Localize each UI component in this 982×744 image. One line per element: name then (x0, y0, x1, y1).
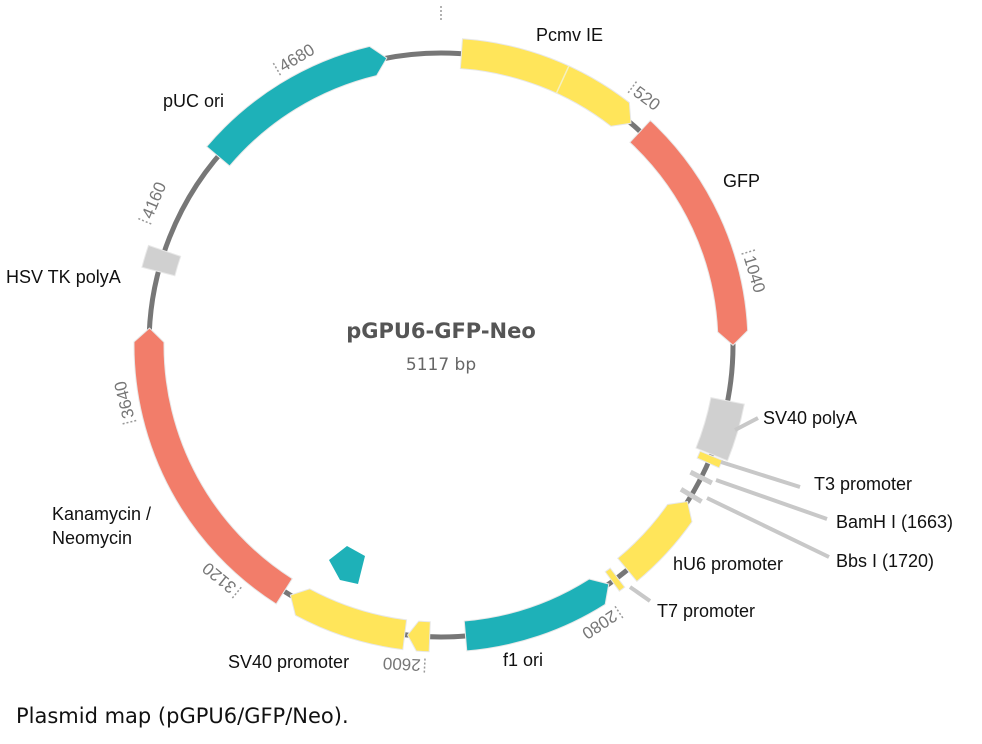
detached-ori-fragment (329, 546, 365, 584)
feature-feature[interactable] (406, 620, 431, 653)
feature-t7-promoter[interactable] (604, 567, 626, 592)
feature-hu6-promoter[interactable] (617, 500, 693, 583)
feature-sv40-polya[interactable] (695, 397, 745, 462)
feature-kanamycin-neomycin[interactable] (133, 327, 293, 605)
feature-f1-ori[interactable] (463, 578, 610, 652)
site-marker[interactable] (689, 469, 714, 486)
label-hu6-promoter: hU6 promoter (673, 554, 783, 574)
tick-520: 520 (627, 79, 664, 115)
label-t3-promoter: T3 promoter (814, 474, 912, 494)
feature-pcmv-ie[interactable] (459, 38, 632, 127)
tick-label: 1040 (740, 253, 769, 295)
tick-mark (120, 419, 137, 426)
tick-mark (741, 248, 758, 255)
feature-hsv-tk-polya[interactable] (141, 244, 182, 277)
plasmid-name: pGPU6-GFP-Neo (346, 319, 536, 343)
label-gfp: GFP (723, 171, 760, 191)
tick-mark (271, 60, 282, 76)
label-pcmv-ie: Pcmv IE (536, 25, 603, 45)
label-bamhi: BamH I (1663) (836, 512, 953, 532)
label-line: Kanamycin / (52, 504, 151, 524)
label-hsv-tk-polya: HSV TK polyA (6, 267, 121, 287)
label-f1-ori: f1 ori (503, 650, 543, 670)
label-kanamycin-neomycin: Kanamycin / Neomycin (52, 504, 151, 548)
tick-2600: 2600 (382, 653, 426, 675)
feature-sv40-promoter[interactable] (289, 588, 408, 651)
tick-label: 520 (630, 82, 664, 114)
tick-4160: 4160 (136, 179, 170, 225)
tick-mark (423, 658, 426, 675)
feature-puc-ori[interactable] (206, 45, 388, 167)
tick-3640: 3640 (111, 379, 139, 426)
tick-label: 3640 (111, 379, 139, 420)
leader-line (706, 496, 830, 559)
leader-line (734, 416, 759, 432)
tick-mark (627, 79, 639, 94)
tick-mark (614, 605, 625, 621)
plasmid-size: 5117 bp (406, 355, 476, 375)
label-sv40-polya: SV40 polyA (763, 408, 857, 428)
figure-caption: Plasmid map (pGPU6/GFP/Neo). (16, 704, 349, 728)
label-puc-ori: pUC ori (163, 91, 224, 111)
label-bbsi: Bbs I (1720) (836, 551, 934, 571)
label-t7-promoter: T7 promoter (657, 601, 755, 621)
leader-line (715, 478, 828, 521)
site-marker[interactable] (679, 487, 703, 504)
leader-line (720, 460, 801, 489)
pcmv-segment-divider (555, 65, 570, 94)
feature-gfp[interactable] (629, 119, 749, 346)
label-line: Neomycin (52, 528, 132, 548)
label-sv40-promoter: SV40 promoter (228, 652, 349, 672)
leader-line (628, 585, 652, 603)
tick-label: 2600 (382, 653, 421, 674)
tick-label: 4160 (138, 179, 170, 221)
